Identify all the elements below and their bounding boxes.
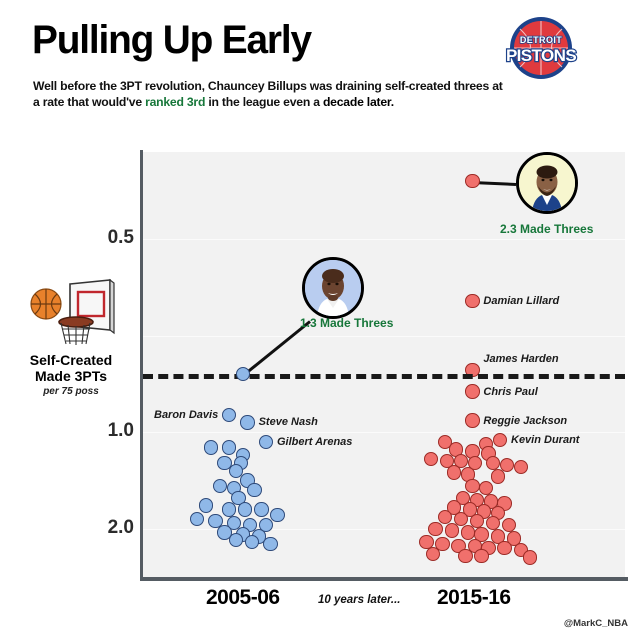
data-point-reggie-jackson	[465, 413, 480, 428]
data-point	[465, 479, 480, 494]
y-axis-title-line2: Made 3PTs	[34, 368, 108, 384]
data-point	[258, 517, 274, 533]
data-point	[522, 550, 538, 565]
reference-line	[143, 374, 625, 380]
data-point	[497, 540, 512, 556]
data-point	[474, 527, 489, 542]
player-label-steve-nash: Steve Nash	[258, 416, 318, 429]
svg-text:PISTONS: PISTONS	[506, 46, 576, 65]
data-point	[228, 533, 244, 548]
data-point	[437, 509, 452, 525]
curry-callout-label: 2.3 Made Threes	[500, 222, 594, 236]
gridline	[143, 238, 625, 240]
x-label-left: 2005-06	[206, 586, 280, 609]
data-point-gilbert-arenas	[258, 434, 274, 449]
data-point	[474, 548, 489, 563]
data-point	[426, 546, 441, 561]
data-point	[217, 455, 232, 471]
data-point-stephen-curry	[465, 173, 480, 189]
x-label-right: 2015-16	[437, 586, 511, 609]
subtitle-bold: decade later.	[322, 95, 394, 109]
data-point	[270, 507, 285, 523]
data-point	[506, 531, 521, 546]
player-label-chris-paul: Chris Paul	[483, 385, 538, 398]
gridline	[143, 528, 625, 530]
data-point	[423, 451, 439, 467]
data-point	[203, 440, 218, 455]
y-axis-subtitle: per 75 poss	[43, 386, 99, 397]
y-axis-title: Self-Created Made 3PTs per 75 poss	[8, 352, 134, 397]
data-point	[444, 523, 459, 538]
data-point	[199, 498, 214, 513]
data-point-chris-paul	[465, 384, 480, 399]
data-point	[437, 434, 452, 449]
y-axis-tick-label: 1.0	[107, 420, 134, 442]
data-point	[446, 500, 462, 515]
player-label-kevin-durant: Kevin Durant	[511, 433, 580, 446]
svg-text:DETROIT: DETROIT	[520, 35, 562, 45]
player-label-james-harden: James Harden	[483, 353, 559, 366]
data-point	[228, 463, 244, 478]
subtitle-line2-b: in the league even a	[205, 95, 323, 109]
player-label-gilbert-arenas: Gilbert Arenas	[277, 435, 353, 448]
player-label-damian-lillard: Damian Lillard	[483, 294, 560, 307]
player-label-baron-davis: Baron Davis	[154, 408, 219, 421]
data-point	[254, 502, 269, 517]
subtitle-line2-a: threes at a rate that would've	[33, 79, 503, 109]
player-label-reggie-jackson: Reggie Jackson	[483, 414, 568, 427]
subtitle-line1: Well before the 3PT revolution, Chauncey…	[33, 79, 451, 93]
billups-photo-bubble	[302, 257, 364, 319]
y-axis-line	[140, 150, 143, 579]
data-point	[458, 548, 473, 563]
basketball-hoop-icon	[24, 278, 120, 348]
pistons-logo-icon: DETROIT PISTONS	[500, 10, 582, 82]
x-axis-line	[140, 577, 628, 581]
data-point	[208, 513, 223, 529]
y-axis-tick-label: 2.0	[107, 516, 134, 538]
data-point-damian-lillard	[465, 293, 480, 308]
y-axis-title-line1: Self-Created	[29, 352, 113, 368]
data-point	[217, 525, 232, 540]
page-title: Pulling Up Early	[32, 18, 312, 62]
billups-callout-label: 1.3 Made Threes	[300, 316, 394, 330]
subtitle: Well before the 3PT revolution, Chauncey…	[33, 78, 503, 110]
data-point-baron-davis	[222, 407, 237, 422]
data-point-steve-nash	[240, 415, 255, 430]
data-point	[222, 502, 237, 517]
data-point	[247, 482, 262, 498]
data-point-kevin-durant	[492, 432, 508, 448]
data-point	[446, 465, 462, 480]
data-point	[222, 440, 237, 455]
data-point	[435, 536, 450, 552]
data-point	[453, 511, 469, 527]
y-axis-tick-label: 0.5	[107, 226, 134, 248]
credit-handle: @MarkC_NBA	[563, 618, 628, 629]
gridline	[143, 432, 625, 434]
data-point	[245, 535, 260, 550]
data-point	[490, 469, 505, 484]
data-point	[428, 521, 443, 536]
data-point	[460, 525, 475, 540]
x-label-middle: 10 years later...	[318, 594, 401, 606]
data-point	[263, 536, 278, 552]
data-point	[189, 511, 205, 527]
data-point	[238, 502, 253, 517]
data-point	[513, 459, 528, 475]
data-point	[467, 455, 482, 471]
subtitle-highlight: ranked 3rd	[145, 95, 206, 109]
data-point-chauncey-billups	[235, 366, 251, 382]
curry-photo-bubble	[516, 152, 578, 214]
gridline	[143, 335, 625, 337]
